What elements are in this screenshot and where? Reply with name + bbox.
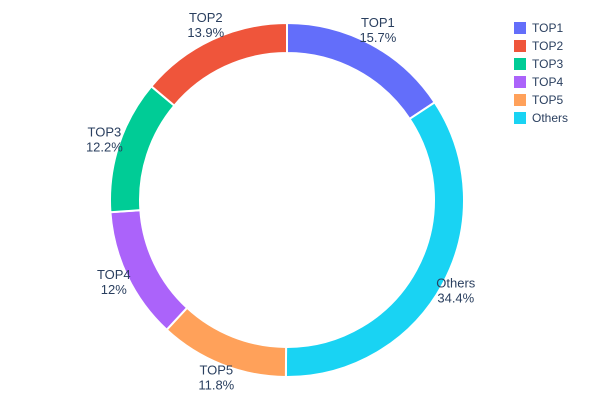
legend-swatch-others xyxy=(514,112,526,124)
legend-swatch-top5 xyxy=(514,94,526,106)
legend-item-top1[interactable]: TOP1 xyxy=(514,22,568,34)
slice-label-top2: TOP2 13.9% xyxy=(187,10,224,40)
legend-label-top2: TOP2 xyxy=(532,39,564,53)
legend-item-top5[interactable]: TOP5 xyxy=(514,94,568,106)
slice-label-top4: TOP4 12% xyxy=(97,267,131,297)
legend-label-top1: TOP1 xyxy=(532,21,564,35)
legend-swatch-top1 xyxy=(514,22,526,34)
legend-item-others[interactable]: Others xyxy=(514,112,568,124)
slice-label-top5: TOP5 11.8% xyxy=(198,363,234,393)
legend-label-top3: TOP3 xyxy=(532,57,564,71)
legend-swatch-top2 xyxy=(514,40,526,52)
legend-item-top3[interactable]: TOP3 xyxy=(514,58,568,70)
slice-others[interactable] xyxy=(284,100,465,379)
legend-label-top4: TOP4 xyxy=(532,75,564,89)
slice-label-top3: TOP3 12.2% xyxy=(86,125,123,155)
slice-top2[interactable] xyxy=(149,21,288,107)
legend-label-others: Others xyxy=(532,111,569,125)
slice-label-others: Others 34.4% xyxy=(436,275,476,305)
legend-swatch-top4 xyxy=(514,76,526,88)
legend: TOP1 TOP2 TOP3 TOP4 TOP5 Others xyxy=(514,22,568,124)
legend-label-top5: TOP5 xyxy=(532,93,564,107)
slice-label-top1: TOP1 15.7% xyxy=(359,15,396,45)
legend-item-top2[interactable]: TOP2 xyxy=(514,40,568,52)
legend-item-top4[interactable]: TOP4 xyxy=(514,76,568,88)
legend-swatch-top3 xyxy=(514,58,526,70)
